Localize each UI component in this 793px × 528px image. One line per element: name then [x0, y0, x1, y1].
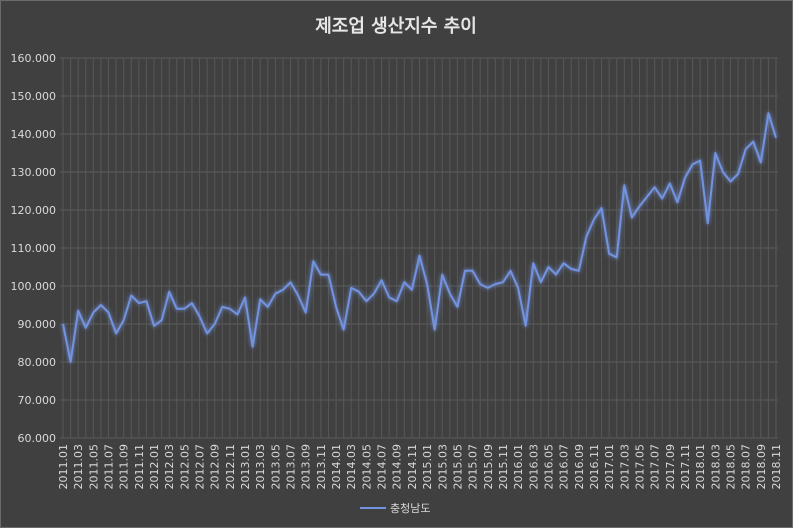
x-tick-label: 2012.03	[163, 444, 176, 490]
x-tick-label: 2017.03	[618, 444, 631, 490]
x-tick-label: 2018.05	[724, 444, 737, 490]
x-tick-label: 2015.11	[497, 444, 510, 490]
data-line	[62, 112, 777, 363]
x-tick-label: 2017.01	[603, 444, 616, 490]
y-tick-label: 90.000	[18, 318, 57, 331]
x-tick-label: 2015.01	[421, 444, 434, 490]
x-tick-label: 2014.03	[345, 444, 358, 490]
y-tick-label: 80.000	[18, 356, 57, 369]
x-tick-label: 2011.01	[57, 444, 70, 490]
x-tick-label: 2013.07	[285, 444, 298, 490]
x-tick-label: 2017.05	[633, 444, 646, 490]
x-tick-label: 2015.05	[451, 444, 464, 490]
x-tick-label: 2013.11	[315, 444, 328, 490]
y-tick-label: 150.000	[11, 90, 57, 103]
x-tick-label: 2018.03	[709, 444, 722, 490]
y-tick-label: 100.000	[11, 280, 57, 293]
x-tick-label: 2017.11	[679, 444, 692, 490]
x-tick-label: 2018.07	[740, 444, 753, 490]
x-tick-label: 2013.05	[269, 444, 282, 490]
x-tick-label: 2015.09	[482, 444, 495, 490]
x-tick-label: 2016.05	[542, 444, 555, 490]
x-tick-label: 2011.07	[103, 444, 116, 490]
x-tick-label: 2016.11	[588, 444, 601, 490]
x-tick-label: 2018.01	[694, 444, 707, 490]
x-tick-label: 2018.11	[770, 444, 783, 490]
x-tick-label: 2016.01	[512, 444, 525, 490]
y-tick-label: 140.000	[11, 128, 57, 141]
x-tick-label: 2011.03	[72, 444, 85, 490]
x-tick-label: 2014.09	[391, 444, 404, 490]
x-tick-label: 2012.01	[148, 444, 161, 490]
x-tick-label: 2017.09	[664, 444, 677, 490]
y-tick-label: 110.000	[11, 242, 57, 255]
x-tick-label: 2012.05	[178, 444, 191, 490]
x-tick-label: 2012.07	[194, 444, 207, 490]
x-tick-label: 2011.11	[133, 444, 146, 490]
x-tick-label: 2014.07	[376, 444, 389, 490]
x-tick-label: 2011.09	[118, 444, 131, 490]
y-tick-label: 120.000	[11, 204, 57, 217]
chart-title: 제조업 생산지수 추이	[315, 16, 477, 37]
x-tick-label: 2014.11	[406, 444, 419, 490]
x-tick-label: 2012.11	[224, 444, 237, 490]
x-tick-label: 2011.05	[87, 444, 100, 490]
x-tick-label: 2017.07	[649, 444, 662, 490]
x-tick-label: 2016.09	[573, 444, 586, 490]
x-tick-label: 2014.05	[360, 444, 373, 490]
x-tick-label: 2016.07	[558, 444, 571, 490]
x-tick-label: 2013.09	[300, 444, 313, 490]
x-tick-label: 2016.03	[527, 444, 540, 490]
x-tick-label: 2013.01	[239, 444, 252, 490]
x-tick-label: 2014.01	[330, 444, 343, 490]
y-tick-label: 160.000	[11, 52, 57, 65]
x-tick-label: 2013.03	[254, 444, 267, 490]
x-tick-label: 2018.09	[755, 444, 768, 490]
x-tick-label: 2015.03	[436, 444, 449, 490]
y-tick-label: 130.000	[11, 166, 57, 179]
x-tick-label: 2012.09	[209, 444, 222, 490]
x-tick-label: 2015.07	[467, 444, 480, 490]
y-tick-label: 70.000	[18, 394, 57, 407]
legend-label: 충청남도	[390, 502, 430, 515]
y-tick-label: 60.000	[18, 432, 57, 445]
